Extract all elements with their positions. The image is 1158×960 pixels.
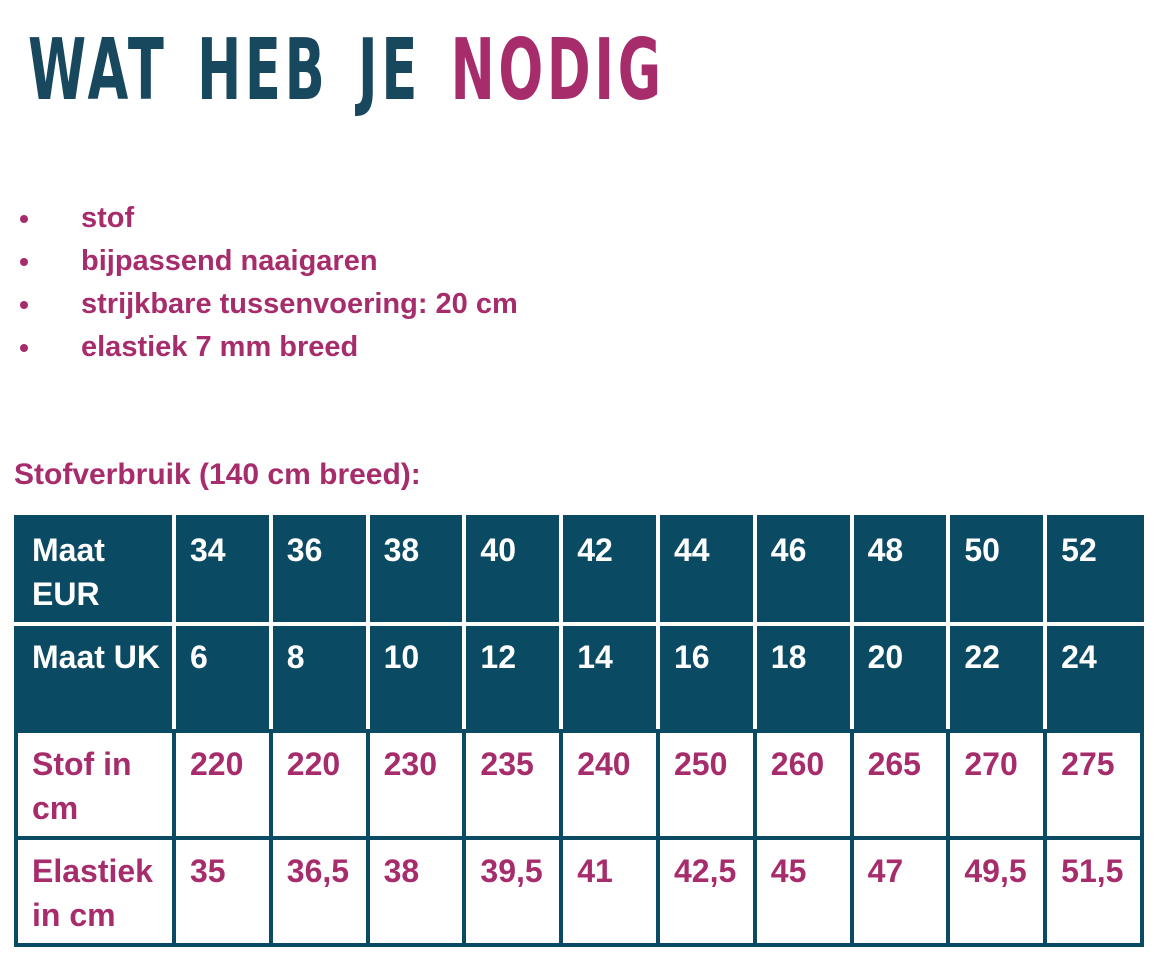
list-item: bijpassend naaigaren	[20, 240, 518, 283]
value-cell: 46	[754, 517, 854, 626]
value-cell: 14	[561, 624, 660, 733]
row-label-cell: Maat EUR	[16, 517, 176, 626]
value-cell: 12	[464, 624, 564, 733]
value-cell: 240	[559, 729, 660, 840]
value-cell: 230	[365, 729, 467, 840]
value-cell: 24	[1045, 624, 1144, 733]
value-cell: 6	[174, 624, 273, 733]
row-label-cell: Stof in cm	[14, 729, 176, 840]
value-cell: 275	[1043, 729, 1144, 840]
value-cell: 40	[464, 517, 564, 626]
value-cell: 39,5	[462, 836, 564, 947]
list-item-label: stof	[81, 202, 135, 234]
bullet-icon	[20, 257, 28, 266]
value-cell: 51,5	[1043, 836, 1144, 947]
value-cell: 35	[172, 836, 273, 947]
value-cell: 50	[948, 517, 1048, 626]
value-cell: 38	[365, 836, 467, 947]
value-cell: 47	[849, 836, 951, 947]
value-cell: 22	[948, 624, 1048, 733]
value-cell: 42,5	[655, 836, 757, 947]
bullet-icon	[20, 214, 28, 223]
page-title-space	[421, 21, 451, 120]
value-cell: 260	[752, 729, 854, 840]
list-item: elastiek 7 mm breed	[20, 326, 518, 369]
row-label-cell: Elastiek in cm	[14, 836, 176, 947]
value-cell: 44	[657, 517, 757, 626]
list-item-label: elastiek 7 mm breed	[81, 331, 359, 363]
row-label-cell: Maat UK	[16, 624, 176, 733]
materials-list: stof bijpassend naaigaren strijkbare tus…	[20, 197, 518, 369]
page-title-accent: NODIG	[450, 21, 665, 120]
value-cell: 20	[851, 624, 951, 733]
list-item-label: strijkbare tussenvoering: 20 cm	[81, 288, 518, 320]
list-item-label: bijpassend naaigaren	[81, 245, 378, 277]
value-cell: 41	[559, 836, 660, 947]
value-cell: 270	[946, 729, 1048, 840]
value-cell: 10	[367, 624, 467, 733]
value-cell: 220	[268, 729, 370, 840]
value-cell: 16	[657, 624, 757, 733]
value-cell: 235	[462, 729, 564, 840]
table-caption: Stofverbruik (140 cm breed):	[14, 458, 421, 491]
value-cell: 42	[561, 517, 660, 626]
bullet-icon	[20, 343, 28, 352]
page-title-primary: WAT HEB JE	[28, 21, 422, 120]
list-item: strijkbare tussenvoering: 20 cm	[20, 283, 518, 326]
value-cell: 36	[270, 517, 370, 626]
value-cell: 265	[849, 729, 951, 840]
row-elastiek-in-cm: Elastiek in cm 35 36,5 38 39,5 41 42,5 4…	[14, 836, 1144, 947]
value-cell: 52	[1045, 517, 1144, 626]
bullet-icon	[20, 300, 28, 309]
row-maat-eur: Maat EUR 34 36 38 40 42 44 46 48 50 52	[16, 517, 1144, 626]
value-cell: 49,5	[946, 836, 1048, 947]
fabric-size-table: Maat EUR 34 36 38 40 42 44 46 48 50 52 M…	[14, 515, 1144, 947]
page-title: WAT HEB JE NODIG	[28, 28, 665, 113]
value-cell: 48	[851, 517, 951, 626]
value-cell: 8	[270, 624, 370, 733]
value-cell: 45	[752, 836, 854, 947]
value-cell: 250	[655, 729, 757, 840]
value-cell: 34	[174, 517, 273, 626]
value-cell: 36,5	[268, 836, 370, 947]
value-cell: 18	[754, 624, 854, 733]
row-maat-uk: Maat UK 6 8 10 12 14 16 18 20 22 24	[16, 624, 1144, 733]
list-item: stof	[20, 197, 518, 240]
row-stof-in-cm: Stof in cm 220 220 230 235 240 250 260 2…	[14, 729, 1144, 840]
value-cell: 38	[367, 517, 467, 626]
value-cell: 220	[172, 729, 273, 840]
